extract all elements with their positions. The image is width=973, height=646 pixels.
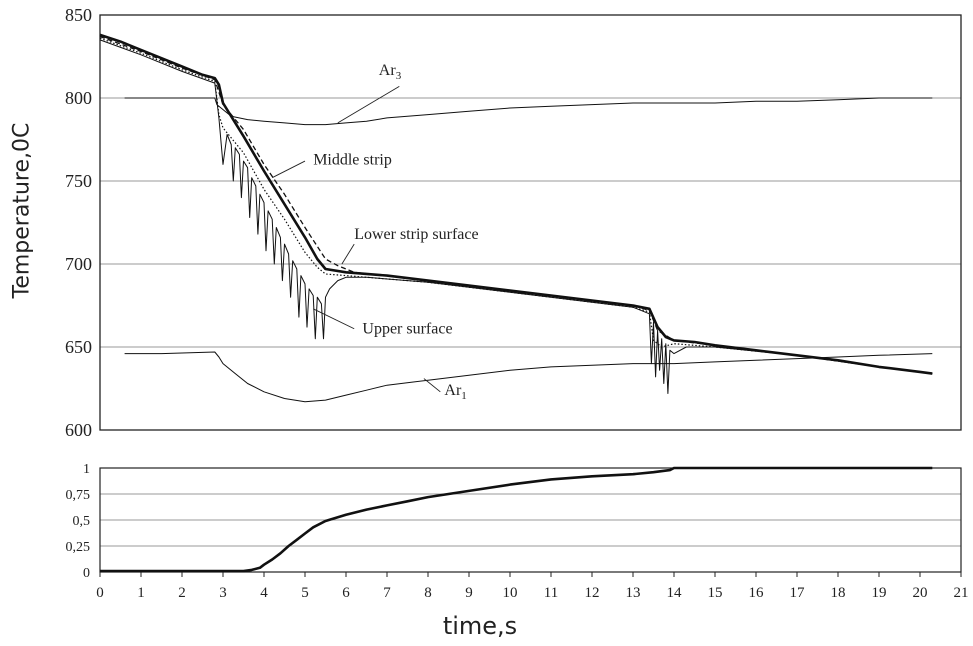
y-tick-label: 850: [65, 5, 92, 25]
annotation-label: Middle strip: [313, 151, 392, 168]
annotation-label: Ar3: [379, 62, 402, 82]
x-tick-label: 12: [585, 585, 600, 601]
x-tick-label: 6: [342, 585, 350, 601]
annotation-leader: [313, 308, 355, 330]
y-tick-label: 700: [65, 254, 92, 274]
annotation-label: Upper surface: [362, 321, 452, 338]
x-axis-label: time,s: [442, 612, 518, 640]
x-tick-label: 4: [260, 585, 268, 601]
series-line-1: [99, 37, 933, 375]
y-axis-label-container: Temperature,0C: [2, 60, 42, 360]
x-tick-label: 3: [219, 585, 227, 601]
y-tick-label: 0,5: [73, 514, 91, 529]
series-line-5: [124, 351, 933, 403]
series-line-2: [99, 35, 933, 375]
series-line-0: [99, 33, 933, 375]
x-tick-label: 5: [301, 585, 309, 601]
annotation-leader: [271, 160, 306, 179]
x-tick-label: 10: [503, 585, 518, 601]
y-tick-label: 1: [83, 462, 90, 477]
y-tick-label: 750: [65, 171, 92, 191]
y-tick-label: 0,75: [66, 488, 91, 503]
annotation-label: Ar1: [444, 382, 466, 402]
annotation-leader: [423, 378, 441, 393]
y-tick-label: 650: [65, 337, 92, 357]
x-tick-label: 8: [424, 585, 432, 601]
x-tick-label: 9: [465, 585, 473, 601]
x-tick-label: 0: [96, 585, 104, 601]
plot-frame: [99, 14, 962, 431]
annotation-subscript: 1: [461, 390, 467, 402]
x-tick-label: 14: [667, 585, 683, 601]
x-tick-label: 7: [383, 585, 391, 601]
x-tick-label: 11: [544, 585, 558, 601]
x-tick-label: 21: [954, 585, 969, 601]
plot-frame: [99, 467, 962, 573]
x-tick-label: 18: [831, 585, 846, 601]
annotation-leader: [341, 243, 355, 265]
annotation-leader: [337, 85, 400, 124]
annotation-subscript: 3: [396, 70, 402, 82]
x-tick-label: 17: [790, 585, 806, 601]
series-line-4: [124, 97, 933, 126]
x-tick-label: 1: [137, 585, 145, 601]
x-tick-label: 15: [708, 585, 723, 601]
x-tick-label: 2: [178, 585, 186, 601]
y-axis-label: Temperature,0C: [9, 122, 35, 298]
x-tick-label: 13: [626, 585, 641, 601]
y-tick-label: 0: [83, 566, 90, 581]
x-tick-label: 19: [872, 585, 887, 601]
annotation-label: Lower strip surface: [354, 226, 478, 243]
temperature-chart: 600 650 700 750 800 850 Ar3 Middle strip Lower s…: [65, 5, 962, 440]
x-tick-label: 16: [749, 585, 765, 601]
y-tick-label: 600: [65, 420, 92, 440]
fraction-series-line: [100, 466, 933, 573]
y-tick-label: 0,25: [66, 540, 91, 555]
y-tick-label: 800: [65, 88, 92, 108]
x-tick-label: 20: [913, 585, 928, 601]
series-line-3: [99, 39, 933, 394]
